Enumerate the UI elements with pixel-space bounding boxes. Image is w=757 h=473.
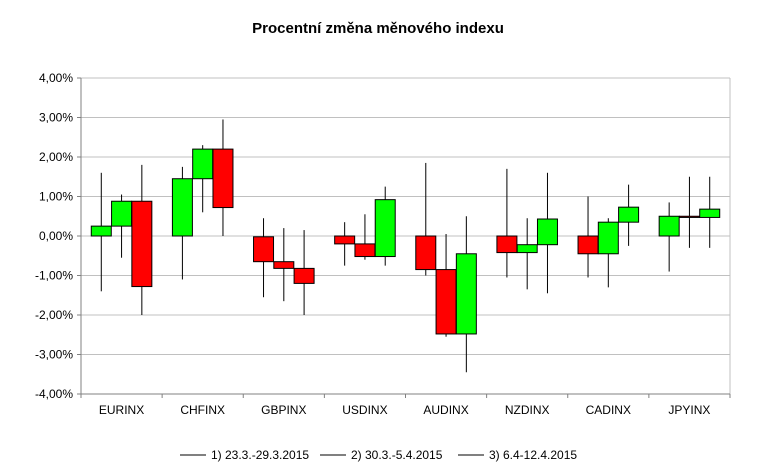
legend-label: 1) 23.3.-29.3.2015 [211, 448, 309, 462]
candle-body [455, 253, 477, 335]
x-tick-label: AUDINX [423, 403, 468, 417]
y-tick-label: 0,00% [39, 229, 73, 243]
y-tick-label: 1,00% [39, 190, 73, 204]
y-tick-label: -3,00% [35, 348, 73, 362]
candle [293, 230, 315, 315]
candle-body [354, 243, 376, 258]
y-tick-label: -4,00% [35, 387, 73, 401]
candle [171, 166, 193, 280]
y-tick-label: 4,00% [39, 71, 73, 85]
y-tick-label: -1,00% [35, 269, 73, 283]
candle [516, 218, 538, 290]
x-tick-label: NZDINX [505, 403, 550, 417]
candle [111, 194, 133, 258]
x-tick-label: CHFINX [180, 403, 225, 417]
candle [577, 196, 599, 278]
candles [90, 119, 721, 373]
candle-body [415, 235, 437, 271]
candle [212, 119, 234, 236]
candle-body [293, 267, 315, 284]
x-tick-label: EURINX [99, 403, 144, 417]
candle [536, 172, 558, 294]
x-tick-label: CADINX [586, 403, 631, 417]
candle [273, 228, 295, 302]
candle-body [618, 206, 640, 223]
candle-body [131, 200, 153, 288]
candle-body [536, 218, 558, 246]
candle-body [192, 148, 214, 180]
candle [658, 202, 680, 272]
candle [597, 218, 619, 288]
candle-body [253, 236, 275, 263]
candle [354, 214, 376, 260]
candle-body [496, 235, 518, 254]
candle-body [273, 261, 295, 269]
candle [334, 222, 356, 266]
candle-body [658, 215, 680, 237]
x-tick-label: JPYINX [668, 403, 710, 417]
candle [90, 172, 112, 292]
candle [131, 164, 153, 315]
candle-body [516, 244, 538, 254]
y-tick-label: 3,00% [39, 111, 73, 125]
candle-body [678, 215, 700, 218]
candle [374, 186, 396, 266]
candle-body [435, 269, 457, 335]
candle-body [90, 225, 112, 237]
y-tick-label: -2,00% [35, 308, 73, 322]
legend-label: 2) 30.3.-5.4.2015 [351, 448, 443, 462]
candle [618, 184, 640, 246]
candle-body [597, 221, 619, 255]
candle-body [699, 208, 721, 218]
x-tick-label: USDINX [342, 403, 387, 417]
x-tick-label: GBPINX [261, 403, 306, 417]
y-tick-label: 2,00% [39, 150, 73, 164]
candle-body [374, 199, 396, 258]
candle-body [111, 200, 133, 227]
candle-body [334, 235, 356, 245]
candle [455, 216, 477, 373]
candle-body [171, 178, 193, 237]
y-axis-ticks: 4,00% 3,00% 2,00% 1,00% 0,00% -1,00% -2,00% -3,… [35, 71, 73, 401]
candle [415, 162, 437, 276]
candle-body [212, 148, 234, 209]
chart-title: Procentní změna měnového indexu [252, 20, 504, 37]
legend: 1) 23.3.-29.3.2015 2) 30.3.-5.4.2015 3) 6.… [180, 448, 577, 462]
x-axis-ticks: EURINX CHFINX GBPINX USDINX AUDINX NZDINX CADI… [80, 394, 731, 417]
candle [699, 176, 721, 248]
candle [253, 218, 275, 298]
candle-body [577, 235, 599, 255]
legend-label: 3) 6.4-12.4.2015 [489, 448, 577, 462]
